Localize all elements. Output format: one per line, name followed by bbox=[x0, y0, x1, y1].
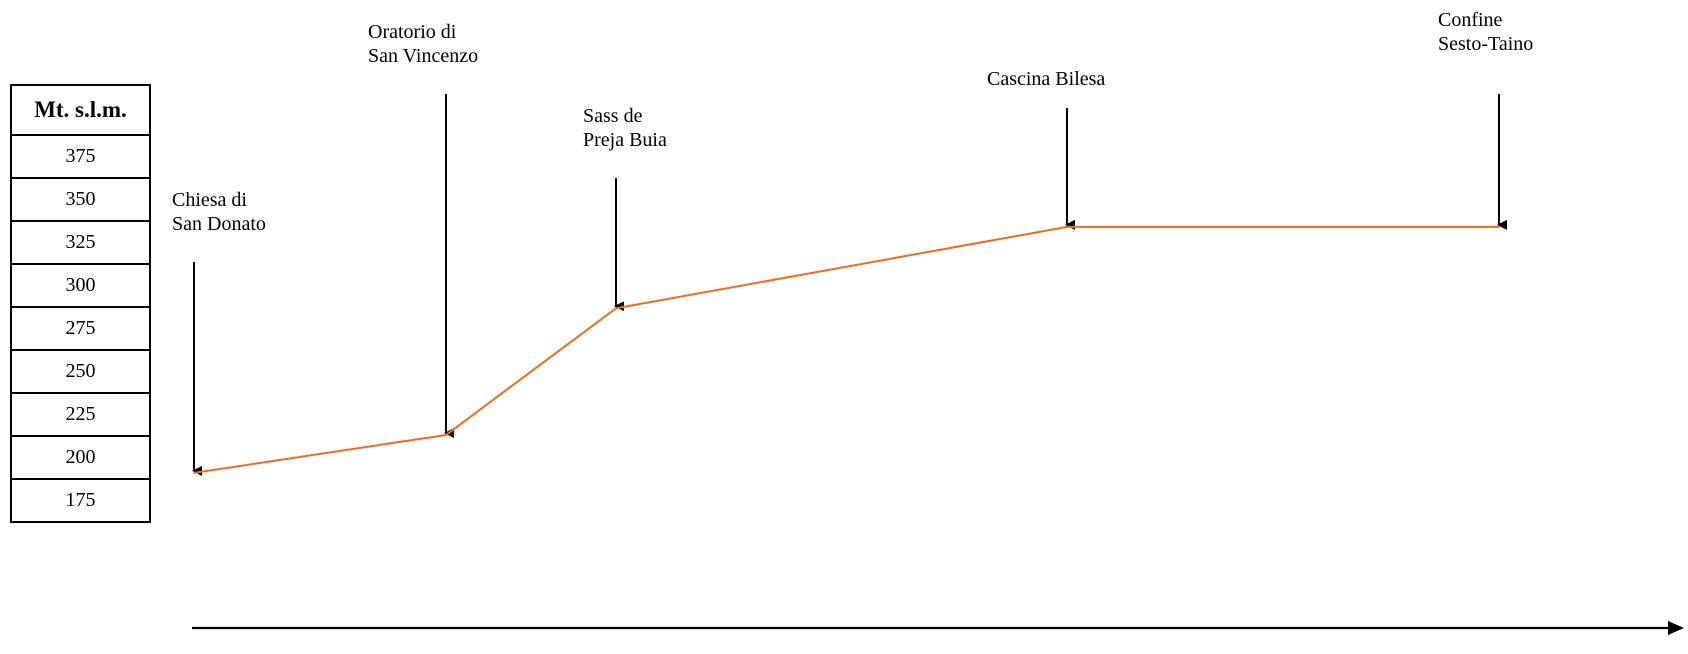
elevation-scale-row: 275 bbox=[10, 306, 151, 351]
elevation-scale-row: 225 bbox=[10, 392, 151, 437]
location-label: Confine Sesto-Taino bbox=[1438, 9, 1533, 55]
location-label: Sass de Preja Buia bbox=[583, 105, 667, 151]
elevation-tick-label: 350 bbox=[10, 177, 151, 222]
elevation-scale-row: 325 bbox=[10, 220, 151, 265]
elevation-scale-row: 300 bbox=[10, 263, 151, 308]
elevation-scale-row: 175 bbox=[10, 478, 151, 523]
elevation-scale-table: Mt. s.l.m. 375 350 325 300 275 250 225 200 175 bbox=[10, 84, 151, 523]
location-label-line: Oratorio di bbox=[368, 21, 457, 43]
location-label-line: Sass de bbox=[583, 105, 643, 127]
location-label-line: San Vincenzo bbox=[368, 45, 478, 67]
elevation-scale-row: 350 bbox=[10, 177, 151, 222]
location-label: Chiesa di San Donato bbox=[172, 189, 266, 235]
location-label-line: Confine bbox=[1438, 9, 1503, 31]
location-label: Oratorio di San Vincenzo bbox=[368, 21, 478, 67]
elevation-tick-label: 175 bbox=[10, 478, 151, 523]
elevation-tick-label: 275 bbox=[10, 306, 151, 351]
elevation-scale-header: Mt. s.l.m. bbox=[10, 84, 151, 136]
location-label-line: Chiesa di bbox=[172, 189, 247, 211]
location-label-line: Cascina Bilesa bbox=[987, 68, 1105, 90]
elevation-tick-label: 200 bbox=[10, 435, 151, 480]
elevation-tick-label: 250 bbox=[10, 349, 151, 394]
elevation-scale-row: 200 bbox=[10, 435, 151, 480]
elevation-tick-label: 325 bbox=[10, 220, 151, 265]
elevation-profile-line bbox=[193, 225, 1499, 474]
elevation-tick-label: 375 bbox=[10, 134, 151, 179]
location-label-line: Preja Buia bbox=[583, 129, 667, 151]
location-label-line: San Donato bbox=[172, 213, 266, 235]
location-label: Cascina Bilesa bbox=[987, 68, 1105, 90]
location-label-line: Sesto-Taino bbox=[1438, 33, 1533, 55]
elevation-tick-label: 300 bbox=[10, 263, 151, 308]
elevation-scale-row: 375 bbox=[10, 134, 151, 179]
elevation-scale-row: 250 bbox=[10, 349, 151, 394]
elevation-tick-label: 225 bbox=[10, 392, 151, 437]
